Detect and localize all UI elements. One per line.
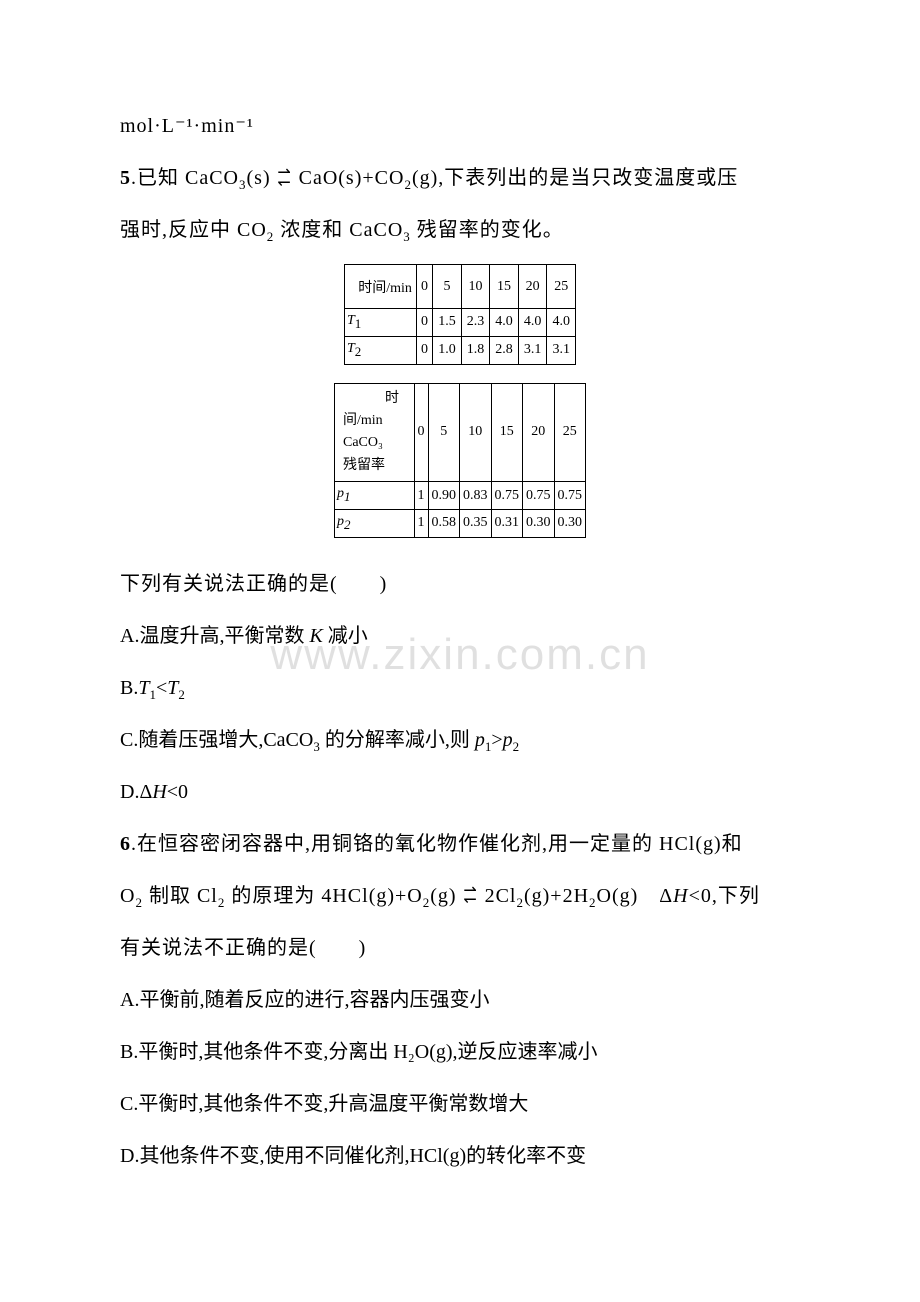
t1-c3: 15 [490, 265, 519, 309]
t1-r1-0: 0 [416, 309, 432, 337]
t1-r1-5: 4.0 [547, 309, 576, 337]
t2-r1-5: 0.75 [554, 482, 586, 510]
table-row: T2 0 1.0 1.8 2.8 3.1 3.1 [345, 336, 576, 364]
q5-stem-line2: 强时,反应中 CO2 浓度和 CaCO3 残留率的变化。 [120, 204, 800, 256]
fragment-text: mol·L⁻¹·min⁻¹ [120, 115, 254, 137]
t2-r2-3: 0.31 [491, 509, 523, 537]
table-row: 时间/min CaCO₃ 残留率 0 5 10 15 20 25 [335, 383, 586, 482]
table1-wrap: 时间/min 0 5 10 15 20 25 T1 0 1.5 2.3 4.0 … [120, 264, 800, 365]
t2-r1-4: 0.75 [523, 482, 555, 510]
t2-r2-0: 1 [414, 509, 428, 537]
q5-text-e: 强时,反应中 CO [120, 219, 267, 241]
q6-option-d: D.其他条件不变,使用不同催化剂,HCl(g)的转化率不变 [120, 1130, 800, 1182]
t2-r2-1: 0.58 [428, 509, 460, 537]
t2-c2: 10 [460, 383, 492, 482]
t1-c5: 25 [547, 265, 576, 309]
q5-sub3a: 3 [239, 177, 247, 192]
q6-number: 6 [120, 833, 131, 855]
t1-r2-5: 3.1 [547, 336, 576, 364]
q5-text-d: (g),下表列出的是当只改变温度或压 [412, 167, 738, 189]
table-row: p2 1 0.58 0.35 0.31 0.30 0.30 [335, 509, 586, 537]
t2-c5: 25 [554, 383, 586, 482]
t2-c0: 0 [414, 383, 428, 482]
t1-c2: 10 [461, 265, 490, 309]
t1-c0: 0 [416, 265, 432, 309]
q5-option-b: B.T1<T2 [120, 662, 800, 714]
q5-sub3b: 3 [403, 229, 411, 244]
q5-option-c: C.随着压强增大,CaCO3 的分解率减小,则 p1>p2 [120, 714, 800, 766]
t2-c3: 15 [491, 383, 523, 482]
t2-r1-3: 0.75 [491, 482, 523, 510]
q5-text-g: 残留率的变化。 [411, 219, 564, 241]
t2-r1-label: p1 [335, 482, 415, 510]
q6-stem-line1: 6.在恒容密闭容器中,用铜铬的氧化物作催化剂,用一定量的 HCl(g)和 [120, 818, 800, 870]
table-row: T1 0 1.5 2.3 4.0 4.0 4.0 [345, 309, 576, 337]
t2-c1: 5 [428, 383, 460, 482]
q5-text-f: 浓度和 CaCO [274, 219, 403, 241]
q5-number: 5 [120, 167, 131, 189]
t1-r1-4: 4.0 [518, 309, 547, 337]
t2-r2-5: 0.30 [554, 509, 586, 537]
q6-stem-line3: 有关说法不正确的是( ) [120, 922, 800, 974]
table2: 时间/min CaCO₃ 残留率 0 5 10 15 20 25 p1 1 0.… [334, 383, 586, 538]
t1-r2-2: 1.8 [461, 336, 490, 364]
t2-r1-1: 0.90 [428, 482, 460, 510]
t1-r1-2: 2.3 [461, 309, 490, 337]
t1-c4: 20 [518, 265, 547, 309]
equilibrium-arrows-icon: ⇀↽ [271, 152, 299, 204]
q5-tail: 下列有关说法正确的是( ) [120, 558, 800, 610]
t1-r2-1: 1.0 [433, 336, 462, 364]
equilibrium-arrows-icon: ⇀↽ [457, 870, 485, 922]
table2-wrap: 时间/min CaCO₃ 残留率 0 5 10 15 20 25 p1 1 0.… [120, 383, 800, 538]
t2-r2-label: p2 [335, 509, 415, 537]
t2-r2-4: 0.30 [523, 509, 555, 537]
table-row: p1 1 0.90 0.83 0.75 0.75 0.75 [335, 482, 586, 510]
t2-r2-2: 0.35 [460, 509, 492, 537]
t1-r1-1: 1.5 [433, 309, 462, 337]
t1-r2-0: 0 [416, 336, 432, 364]
q5-option-a: A.温度升高,平衡常数 K 减小 [120, 610, 800, 662]
q6-option-a: A.平衡前,随着反应的进行,容器内压强变小 [120, 974, 800, 1026]
t2-c4: 20 [523, 383, 555, 482]
t1-r2-3: 2.8 [490, 336, 519, 364]
q5-text-a: .已知 CaCO [131, 167, 239, 189]
table1: 时间/min 0 5 10 15 20 25 T1 0 1.5 2.3 4.0 … [344, 264, 576, 365]
q5-sub2a: 2 [404, 177, 412, 192]
q6-option-c: C.平衡时,其他条件不变,升高温度平衡常数增大 [120, 1078, 800, 1130]
q5-stem-line1: 5.已知 CaCO3(s)⇀↽CaO(s)+CO2(g),下表列出的是当只改变温… [120, 152, 800, 204]
table-row: 时间/min 0 5 10 15 20 25 [345, 265, 576, 309]
t2-header: 时间/min CaCO₃ 残留率 [335, 383, 415, 482]
q6-stem-line2: O2 制取 Cl2 的原理为 4HCl(g)+O2(g)⇀↽2Cl2(g)+2H… [120, 870, 800, 922]
q5-option-d: D.ΔH<0 [120, 766, 800, 818]
t1-c1: 5 [433, 265, 462, 309]
q5-text-c: CaO(s)+CO [299, 167, 405, 189]
t1-r1-label: T1 [345, 309, 417, 337]
t1-header: 时间/min [345, 265, 417, 309]
fragment-top: mol·L⁻¹·min⁻¹ [120, 100, 800, 152]
q5-text-b: (s) [247, 167, 271, 189]
t1-r2-4: 3.1 [518, 336, 547, 364]
symbol-K: K [309, 625, 322, 647]
t1-r2-label: T2 [345, 336, 417, 364]
t1-r1-3: 4.0 [490, 309, 519, 337]
t2-r1-0: 1 [414, 482, 428, 510]
t2-r1-2: 0.83 [460, 482, 492, 510]
q6-option-b: B.平衡时,其他条件不变,分离出 H₂O(g),逆反应速率减小 [120, 1026, 800, 1078]
